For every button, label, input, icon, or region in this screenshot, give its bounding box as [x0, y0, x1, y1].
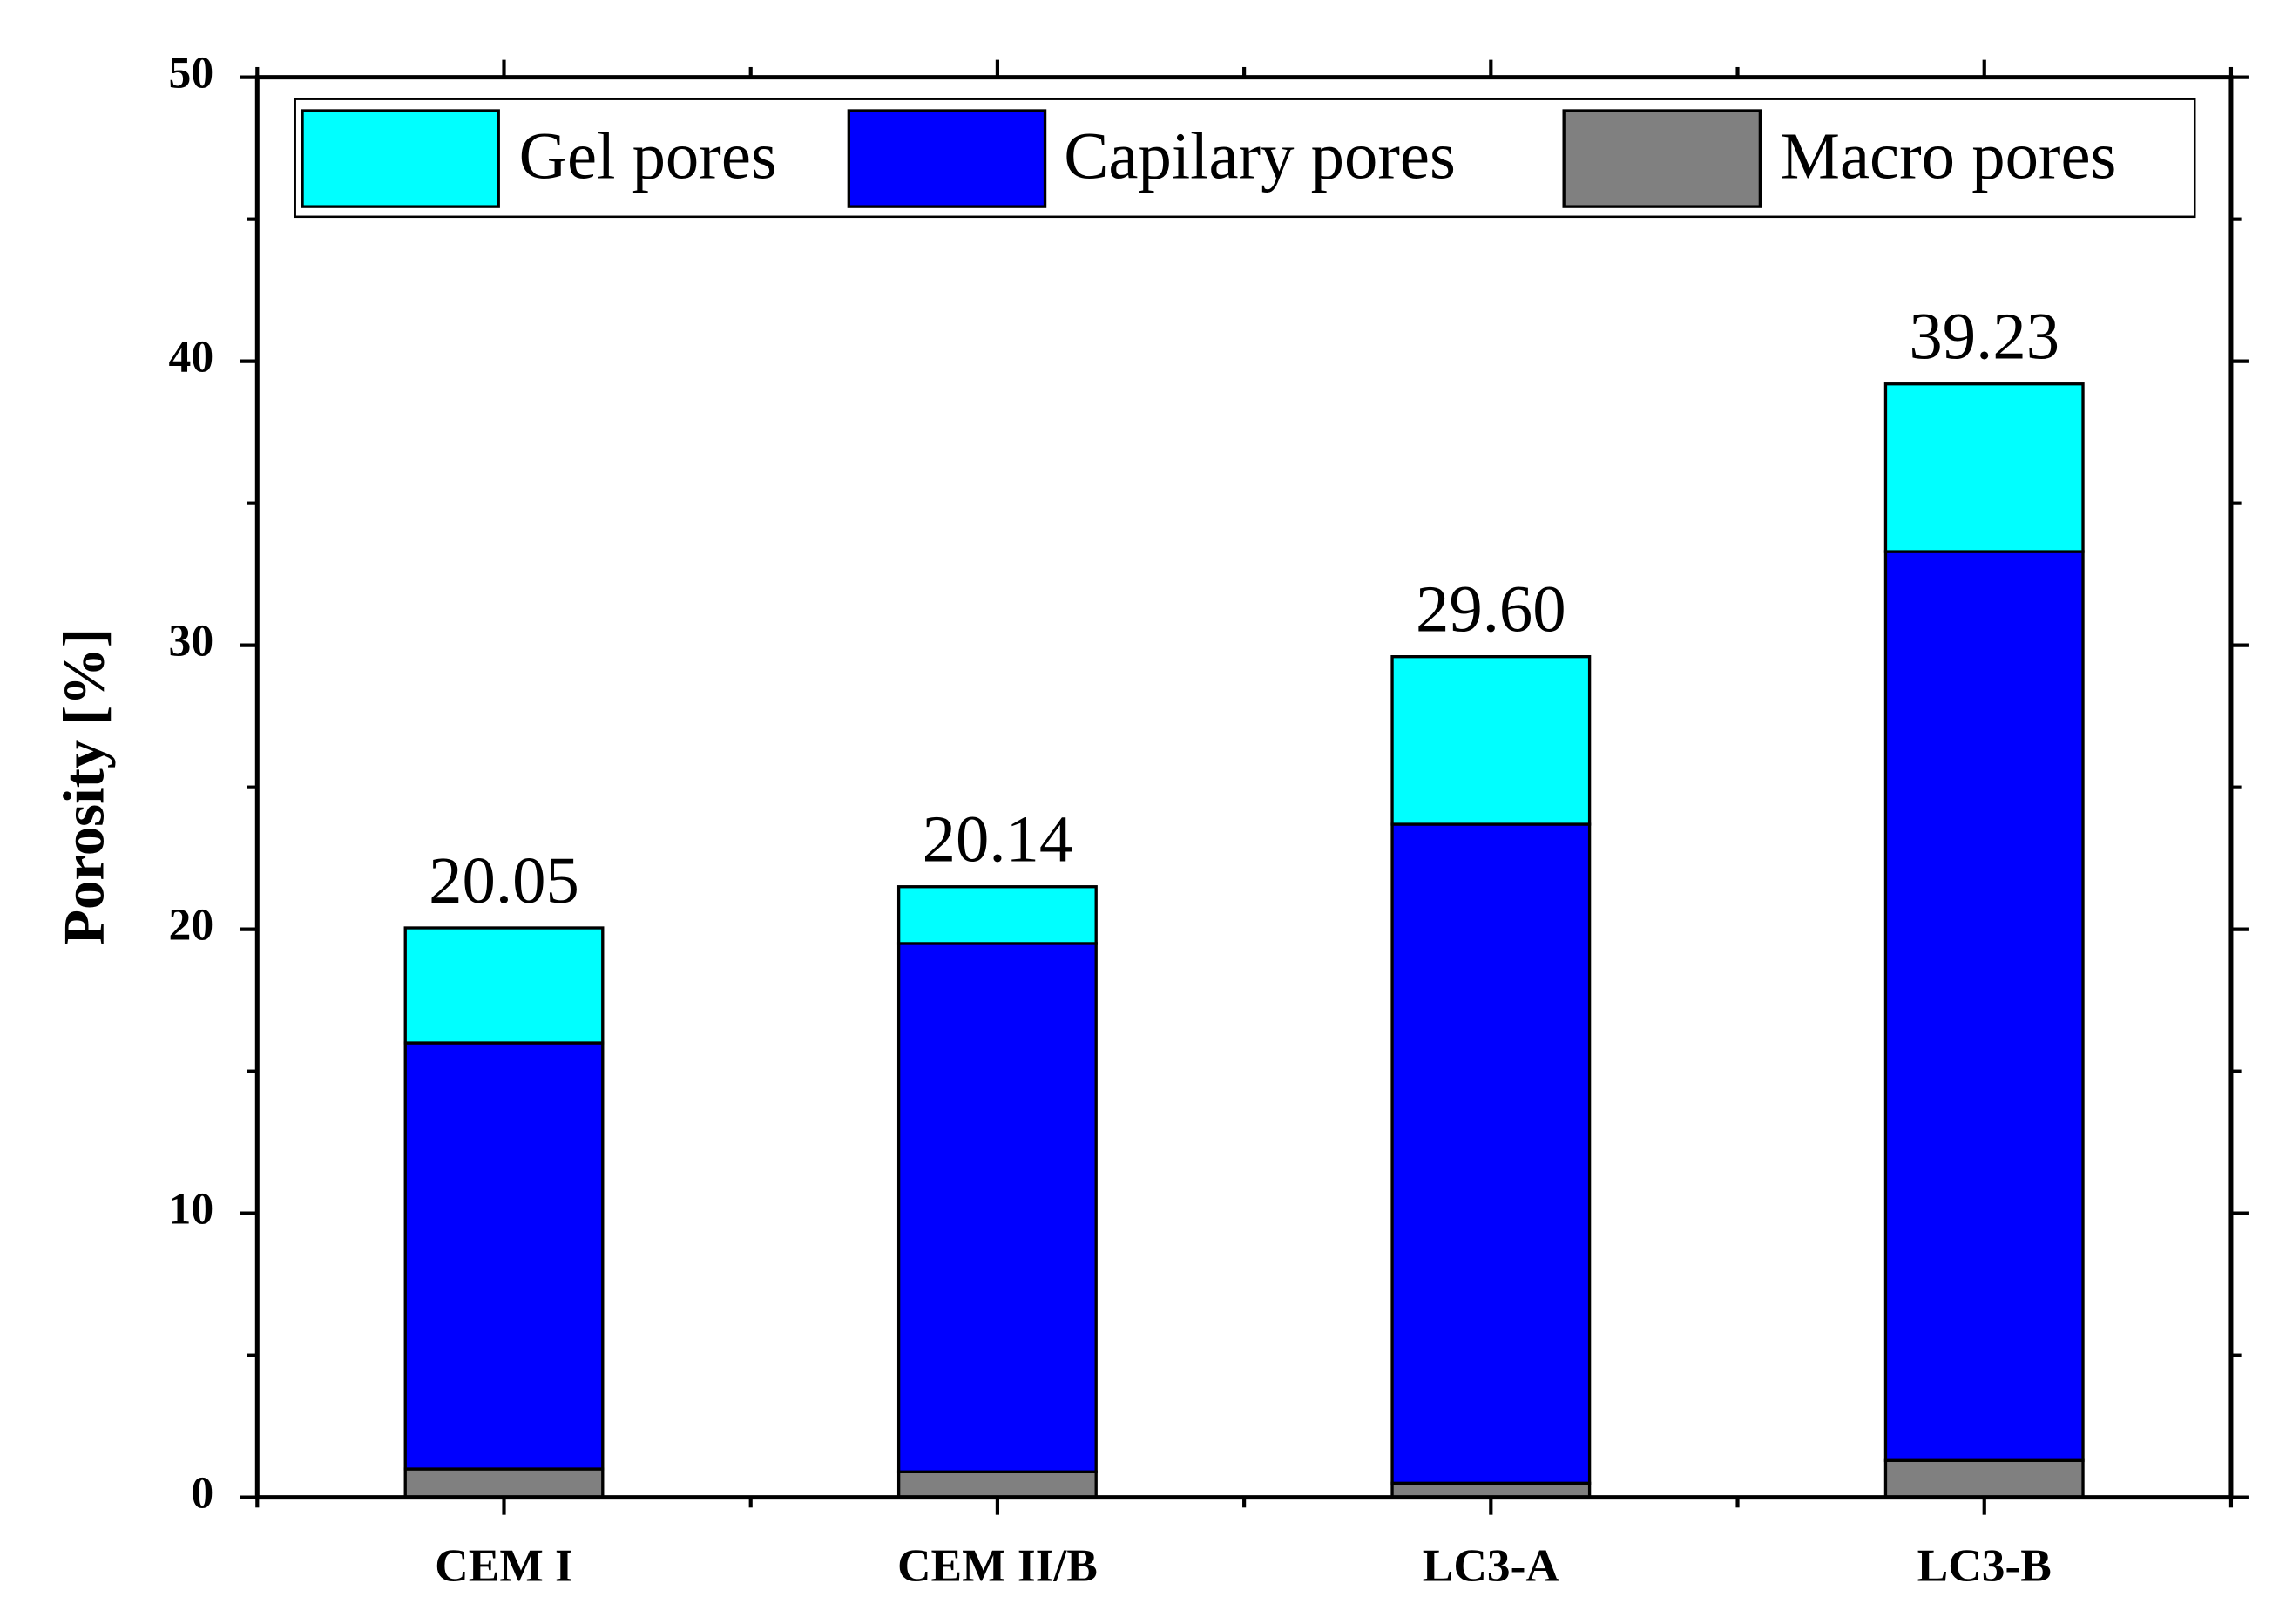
plot-frame: [254, 75, 2234, 1500]
total-label: 20.14: [923, 802, 1073, 876]
total-label: 29.60: [1416, 572, 1566, 646]
bar-segment: [1883, 1458, 2085, 1499]
bar-segment: [896, 1470, 1098, 1499]
bar-segment: [1390, 655, 1592, 826]
y-tick-label: 20: [169, 900, 214, 950]
y-axis-label: Porosity [%]: [53, 628, 117, 945]
bar-segment: [1883, 382, 2085, 553]
bar-segment: [403, 1041, 605, 1471]
legend-label: Capilary pores: [1064, 119, 1456, 193]
bar-segment: [1883, 550, 2085, 1462]
x-tick-label: LC3-A: [1423, 1539, 1560, 1591]
x-tick-label: CEM II/B: [897, 1539, 1098, 1591]
x-tick-label: CEM I: [435, 1539, 573, 1591]
legend-box: [294, 98, 2196, 219]
legend-swatch: [1562, 109, 1762, 208]
y-tick-label: 30: [169, 616, 214, 666]
x-tick-label: LC3-B: [1917, 1539, 2052, 1591]
legend-label: Gel pores: [519, 119, 777, 193]
y-tick-label: 40: [169, 332, 214, 382]
legend-swatch: [847, 109, 1047, 208]
y-tick-label: 10: [169, 1184, 214, 1234]
bar-segment: [403, 926, 605, 1045]
legend-swatch: [301, 109, 500, 208]
total-label: 20.05: [429, 843, 579, 917]
legend-label: Macro pores: [1781, 119, 2117, 193]
total-label: 39.23: [1909, 300, 2059, 374]
bar-segment: [403, 1467, 605, 1499]
y-tick-label: 50: [169, 48, 214, 98]
bar-segment: [896, 942, 1098, 1473]
bar-segment: [1390, 822, 1592, 1485]
bar-segment: [896, 885, 1098, 945]
y-tick-label: 0: [191, 1468, 213, 1518]
